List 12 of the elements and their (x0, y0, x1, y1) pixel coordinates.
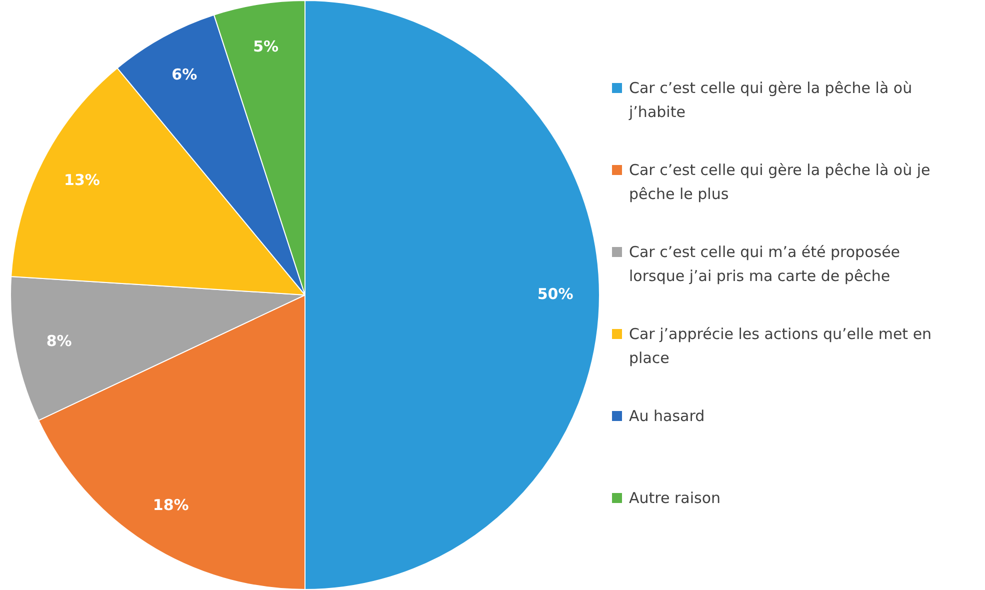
legend-label: Au hasard (629, 406, 705, 427)
data-label: 50% (537, 284, 574, 303)
data-label: 6% (172, 66, 198, 84)
legend-label: Car c’est celle qui gère la pêche là où j’habite (629, 78, 914, 123)
data-label: 8% (46, 332, 72, 350)
data-label: 13% (64, 171, 100, 190)
legend-label: Car j’apprécie les actions qu’elle met en place (629, 324, 933, 369)
data-label: 5% (253, 38, 279, 56)
data-label: 18% (152, 496, 189, 514)
legend-label: Car c’est celle qui m’a été proposée lorsque j’ai pris ma carte de pêche (629, 242, 902, 287)
legend-label: Autre raison (629, 488, 721, 509)
legend-label: Car c’est celle qui gère la pêche là où je pêche le plus (629, 160, 932, 205)
